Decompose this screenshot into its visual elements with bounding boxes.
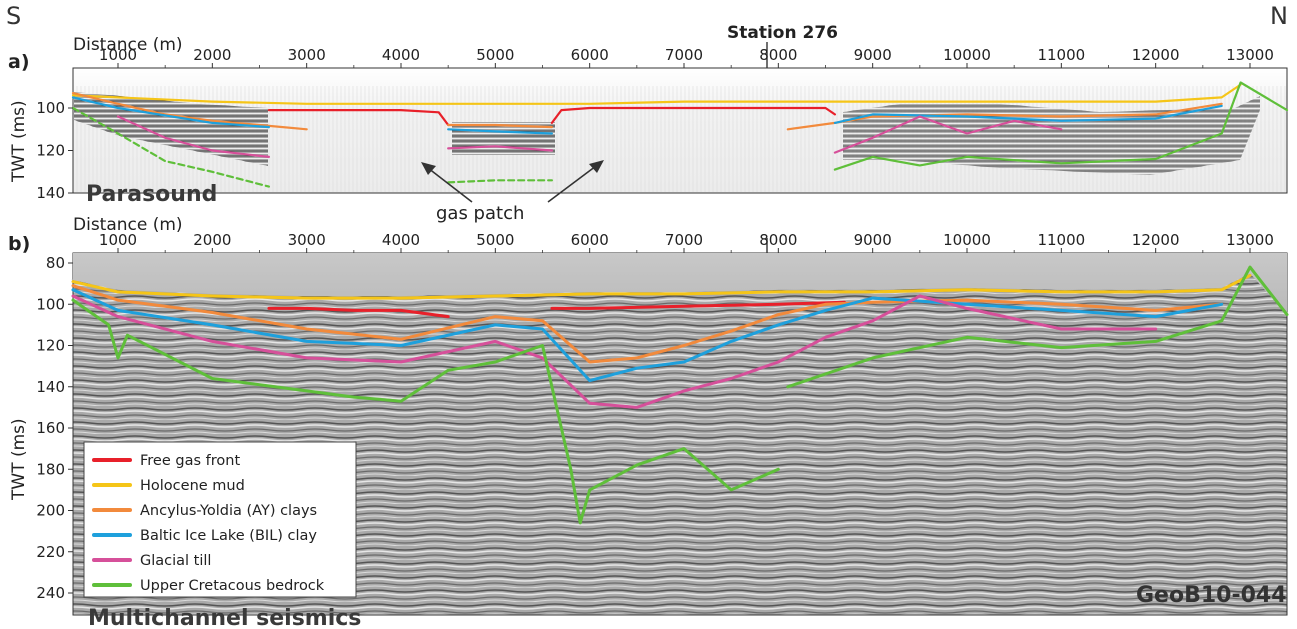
- panel-b-x-tick-label: 6000: [571, 231, 609, 249]
- panel-a-horizon-baltic-ice-lake-bil-clay: [833, 104, 1223, 125]
- panel-a-x-tick-label: 3000: [288, 46, 326, 64]
- panel-a-x-tick-label: 9000: [854, 46, 892, 64]
- panel-a-horizon-ancylus-yoldia-ay-clays: [71, 91, 308, 131]
- gas-patch-arrowhead-left: [421, 162, 436, 175]
- panel-a-horizon-upper-cretacous-bedrock: [833, 81, 1289, 171]
- panel-a-x-label: Distance (m): [73, 35, 183, 55]
- panel-a-x-tick-label: 8000: [759, 46, 797, 64]
- panel-b-x-tick-label: 9000: [854, 231, 892, 249]
- panel-a-y-label: TWT (ms): [9, 100, 29, 183]
- panel-a-x-tick-label: 4000: [382, 46, 420, 64]
- panel-b-x-tick-label: 5000: [476, 231, 514, 249]
- compass-north: N: [1270, 2, 1288, 30]
- panel-a-horizon-ancylus-yoldia-ay-clays: [447, 123, 554, 129]
- gas-patch-arrow-right: [547, 165, 597, 203]
- panel-a-horizon-free-gas-front: [267, 108, 450, 127]
- panel-b-title: Multichannel seismics: [88, 606, 361, 629]
- legend-label-holocene-mud: Holocene mud: [140, 478, 245, 494]
- panel-b-y-tick-label: 220: [36, 543, 65, 561]
- panel-a-horizon-glacial-till: [447, 145, 554, 152]
- panel-b-horizon-upper-cretacous-bedrock: [71, 298, 780, 525]
- panel-b-x-tick-label: 13000: [1226, 231, 1274, 249]
- panel-a-horizon-free-gas-front: [550, 106, 837, 125]
- legend-label-upper-cretacous-bedrock: Upper Cretacous bedrock: [140, 578, 325, 594]
- panel-b-horizon-upper-cretacous-bedrock: [786, 265, 1289, 389]
- panel-a-horizon-baltic-ice-lake-bil-clay: [447, 128, 554, 135]
- legend-label-free-gas-front: Free gas front: [140, 453, 240, 469]
- panel-a-x-tick-label: 2000: [193, 46, 231, 64]
- panel-a-x-tick-label: 7000: [665, 46, 703, 64]
- watermark: GeoB10-044: [1136, 583, 1287, 608]
- panel-a-x-tick-label: 12000: [1132, 46, 1180, 64]
- panel-a-y-tick-label: 120: [36, 142, 65, 160]
- panel-b-y-tick-label: 200: [36, 502, 65, 520]
- panel-b-x-tick-label: 12000: [1132, 231, 1180, 249]
- panel-a-x-tick-label: 5000: [476, 46, 514, 64]
- panel-a-x-tick-label: 6000: [571, 46, 609, 64]
- panel-b-y-tick-label: 80: [46, 254, 65, 272]
- panel-b-horizon-baltic-ice-lake-bil-clay: [71, 288, 1224, 383]
- panel-b-x-tick-label: 11000: [1037, 231, 1085, 249]
- panel-b-horizon-holocene-mud: [71, 273, 1252, 300]
- panel-a-parasound: a) Distance (m) 1000 2000 3000 4000 5000 6000…: [8, 35, 1289, 207]
- legend-label-ancylus-yoldia-ay-clays: Ancylus-Yoldia (AY) clays: [140, 503, 317, 519]
- panel-a-horizon-glacial-till: [833, 115, 1063, 154]
- panel-a-y-tick-label: 140: [36, 184, 65, 202]
- panel-b-x-tick-label: 4000: [382, 231, 420, 249]
- gas-patch-arrow-left: [427, 167, 473, 203]
- panel-a-horizon-upper-cretacous-bedrock: [447, 179, 554, 184]
- panel-b-x-tick-label: 3000: [288, 231, 326, 249]
- panel-b-horizon-free-gas-front: [550, 300, 846, 310]
- panel-a-horizon-upper-cretacous-bedrock: [71, 106, 270, 188]
- panel-a-label: a): [8, 51, 30, 73]
- panel-b-water-column: [70, 253, 1287, 315]
- panel-b-y-tick-label: 240: [36, 584, 65, 602]
- panel-b-y-tick-label: 180: [36, 460, 65, 478]
- panel-b-x-tick-label: 7000: [665, 231, 703, 249]
- gas-patch-arrowhead-right: [589, 160, 604, 173]
- panel-a-x-tick-label: 1000: [99, 46, 137, 64]
- panel-b-label: b): [8, 233, 30, 255]
- legend-box: [83, 441, 357, 598]
- panel-b-x-tick-label: 1000: [99, 231, 137, 249]
- legend-label-baltic-ice-lake-bil-clay: Baltic Ice Lake (BIL) clay: [140, 528, 317, 544]
- panel-a-horizon-baltic-ice-lake-bil-clay: [71, 96, 270, 129]
- gas-patch-annotation: gas patch: [421, 160, 604, 224]
- panel-b-y-tick-label: 100: [36, 295, 65, 313]
- panel-b-x-tick-label: 8000: [759, 231, 797, 249]
- panel-b-horizon-free-gas-front: [267, 306, 450, 319]
- compass-south: S: [6, 2, 21, 30]
- panel-a-title: Parasound: [86, 182, 217, 207]
- panel-b-y-tick-label: 140: [36, 378, 65, 396]
- panel-b-x-tick-label: 2000: [193, 231, 231, 249]
- legend: Free gas front Holocene mud Ancylus-Yoldia…: [83, 441, 357, 598]
- panel-b-x-tick-label: 10000: [943, 231, 991, 249]
- panel-a-x-tick-label: 10000: [943, 46, 991, 64]
- panel-a-horizon-glacial-till: [116, 115, 270, 158]
- panel-a-x-tick-label: 13000: [1226, 46, 1274, 64]
- panel-b-y-tick-label: 160: [36, 419, 65, 437]
- panel-a-horizon-holocene-mud: [71, 83, 1242, 105]
- panel-b-y-tick-label: 120: [36, 337, 65, 355]
- panel-b-horizon-glacial-till: [71, 294, 1158, 409]
- panel-a-x-tick-label: 11000: [1037, 46, 1085, 64]
- legend-label-glacial-till: Glacial till: [140, 553, 211, 569]
- gas-patch-label: gas patch: [436, 203, 524, 224]
- station-label: Station 276: [727, 23, 838, 43]
- panel-a-sediment-south: [74, 92, 268, 166]
- panel-b-horizon-ancylus-yoldia-ay-clays: [71, 284, 1224, 364]
- panel-b-y-label: TWT (ms): [9, 418, 29, 501]
- panel-b-x-label: Distance (m): [73, 215, 183, 235]
- panel-a-y-tick-label: 100: [36, 99, 65, 117]
